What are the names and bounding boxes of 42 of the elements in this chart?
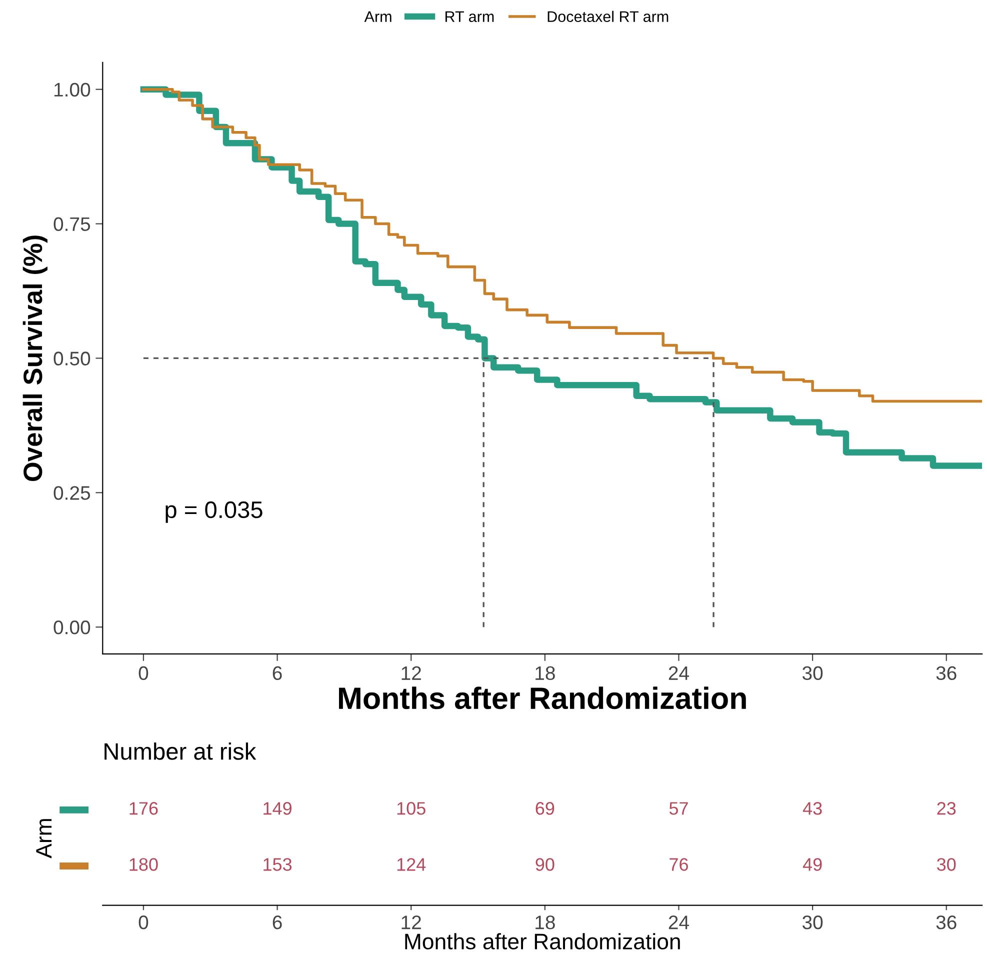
data-label: 153 — [264, 858, 292, 871]
x-tick-label: 24 — [668, 916, 689, 930]
legend-title: Arm — [364, 11, 392, 22]
data-label: 76 — [670, 858, 688, 871]
data-label: 69 — [536, 802, 554, 815]
x-tick-label: 18 — [536, 916, 555, 930]
x-tick-label: 0 — [138, 666, 148, 680]
x-axis-title: Months after Randomization — [405, 933, 680, 950]
y-tick-label: 0.75 — [54, 217, 90, 232]
data-label: 30 — [937, 858, 956, 871]
y-tick-label: 0.50 — [54, 352, 90, 366]
x-tick-label: 0 — [138, 916, 148, 930]
x-tick-label: 12 — [402, 916, 421, 930]
legend-label: RT arm — [446, 11, 494, 22]
legend-label: Docetaxel RT arm — [548, 10, 668, 22]
y-tick-label: 0.00 — [54, 620, 90, 634]
y-tick-label: 0.25 — [54, 486, 90, 500]
data-label: 124 — [397, 858, 426, 871]
x-axis-title: Months after Randomization — [339, 686, 746, 710]
annotation: p = 0.035 — [166, 501, 262, 523]
x-tick-label: 6 — [272, 916, 282, 930]
data-label: 105 — [397, 802, 426, 815]
data-label: 180 — [130, 858, 158, 871]
x-tick-label: 24 — [668, 666, 689, 680]
data-label: 90 — [536, 858, 554, 871]
data-label: 57 — [669, 802, 688, 815]
y-axis-title: Arm — [36, 819, 52, 858]
data-label: 149 — [264, 802, 292, 815]
y-tick-label: 1.00 — [54, 82, 90, 97]
x-tick-label: 12 — [402, 666, 421, 680]
x-tick-label: 36 — [936, 666, 956, 680]
x-tick-label: 30 — [802, 916, 823, 930]
data-label: 176 — [130, 802, 158, 815]
x-tick-label: 6 — [272, 666, 282, 680]
x-tick-label: 18 — [536, 666, 555, 680]
chart-title: Number at risk — [104, 742, 256, 760]
data-label: 49 — [802, 858, 822, 871]
data-label: 23 — [937, 802, 956, 815]
x-tick-label: 30 — [802, 666, 823, 680]
x-tick-label: 36 — [936, 916, 956, 930]
data-label: 43 — [802, 802, 822, 815]
y-axis-title: Overall Survival (%) — [22, 236, 48, 482]
